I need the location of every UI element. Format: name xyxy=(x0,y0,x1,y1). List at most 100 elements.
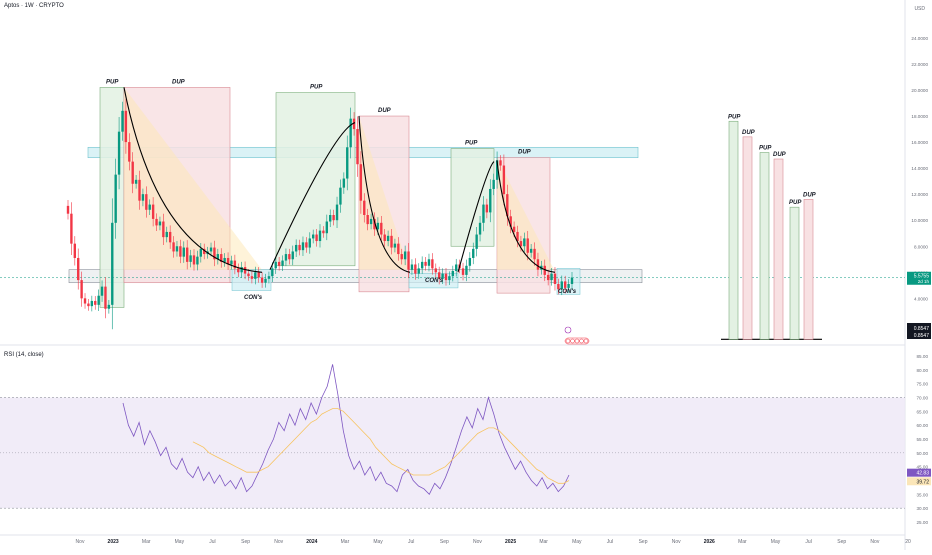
candle-body xyxy=(94,300,97,305)
rsi-panel xyxy=(0,364,905,509)
candle-body xyxy=(308,238,311,248)
rsi-tick-label: 50.00 xyxy=(917,451,929,456)
candle-body xyxy=(301,242,305,251)
candle-body xyxy=(247,273,250,277)
candle-body xyxy=(455,264,458,271)
ref-price-value: 0.8547 xyxy=(914,333,930,339)
candle-body xyxy=(543,265,546,275)
candle-body xyxy=(485,204,489,213)
candle-body xyxy=(264,278,267,283)
candle-body xyxy=(226,257,230,265)
candle-body xyxy=(526,238,529,253)
candle-body xyxy=(104,286,107,309)
rise-curve xyxy=(269,122,356,270)
currency-label: USD xyxy=(914,6,925,12)
candle-body xyxy=(506,194,509,217)
rsi-tick-label: 65.00 xyxy=(917,409,929,414)
price-tick-label: 22.0000 xyxy=(911,62,928,67)
candle-body xyxy=(134,179,138,184)
time-tick-label: Mar xyxy=(539,539,548,545)
candle-body xyxy=(410,264,414,270)
candle-body xyxy=(83,298,87,304)
candle-body xyxy=(434,268,437,273)
price-tick-label: 12.0000 xyxy=(911,192,928,197)
time-tick-label: Nov xyxy=(473,539,482,545)
decay-fan xyxy=(124,87,262,270)
candle-body xyxy=(155,218,158,226)
candle-body xyxy=(536,259,540,270)
candle-body xyxy=(175,246,179,252)
candle-body xyxy=(407,251,410,270)
rsi-tick-label: 55.00 xyxy=(917,437,929,442)
time-tick-label: Nov xyxy=(76,539,85,545)
candle-body xyxy=(196,256,199,265)
event-icon xyxy=(564,326,572,334)
candle-body xyxy=(359,164,363,201)
candle-body xyxy=(424,261,427,266)
candle-body xyxy=(570,277,574,285)
rsi-ma-value: 39.72 xyxy=(916,479,929,485)
candle-body xyxy=(148,204,151,210)
candle-body xyxy=(298,244,301,251)
projection-bar-label: DUP xyxy=(803,192,817,198)
candle-body xyxy=(277,261,281,266)
candles xyxy=(66,99,574,330)
time-tick-label: May xyxy=(175,539,185,545)
candle-body xyxy=(495,160,499,180)
candle-body xyxy=(383,234,386,242)
projection-bar-label: DUP xyxy=(742,130,756,136)
pup-label: PUP xyxy=(465,141,478,147)
cons-label: CON's xyxy=(558,289,577,295)
rsi-tick-label: 30.00 xyxy=(917,506,929,511)
candle-body xyxy=(529,248,533,253)
time-tick-label: Sep xyxy=(241,539,250,545)
candle-body xyxy=(349,118,352,148)
candle-body xyxy=(233,260,237,269)
candle-body xyxy=(281,260,284,266)
candle-body xyxy=(366,215,369,225)
candle-body xyxy=(260,277,264,283)
rsi-tick-label: 75.00 xyxy=(917,382,929,387)
candle-body xyxy=(550,273,553,281)
projection-bar-label: DUP xyxy=(773,152,787,158)
projection-bar-dup xyxy=(773,158,784,340)
projection-bar-label: PUP xyxy=(728,114,741,120)
time-tick-label: May xyxy=(771,539,781,545)
candle-body xyxy=(533,248,536,260)
projection-bar-label: PUP xyxy=(789,200,802,206)
candle-body xyxy=(213,247,216,260)
candle-body xyxy=(124,110,128,143)
candle-body xyxy=(465,265,468,275)
candle-body xyxy=(512,226,516,232)
rsi-tick-label: 85.00 xyxy=(917,354,929,359)
candle-body xyxy=(420,261,424,269)
pup-box xyxy=(450,148,495,247)
candle-body xyxy=(97,295,100,305)
decay-curve xyxy=(123,87,263,273)
candle-body xyxy=(267,276,271,279)
rsi-title: RSI (14, close) xyxy=(4,352,44,358)
candle-body xyxy=(560,281,563,290)
time-tick-label: Nov xyxy=(274,539,283,545)
cons-label: CON's xyxy=(425,278,444,284)
candle-body xyxy=(141,194,145,201)
candle-body xyxy=(185,247,189,262)
axes: USD 24.0000 22.0000 20.0000 18.0000 16.0000 14… xyxy=(76,6,931,545)
candle-body xyxy=(100,286,104,296)
candle-body xyxy=(274,261,277,269)
candle-body xyxy=(472,248,475,258)
candle-body xyxy=(311,234,315,239)
dividend-icon xyxy=(574,338,580,344)
dividend-icon xyxy=(579,338,584,344)
candle-body xyxy=(288,254,291,260)
candle-body xyxy=(546,274,550,281)
time-tick-label: Jul xyxy=(209,539,215,545)
candle-body xyxy=(90,300,94,307)
rsi-tick-label: 80.00 xyxy=(917,368,929,373)
price-tick-label: 16.0000 xyxy=(911,140,928,145)
candle-body xyxy=(499,160,502,166)
candle-body xyxy=(373,218,376,230)
projection-bar-pup xyxy=(759,152,770,340)
